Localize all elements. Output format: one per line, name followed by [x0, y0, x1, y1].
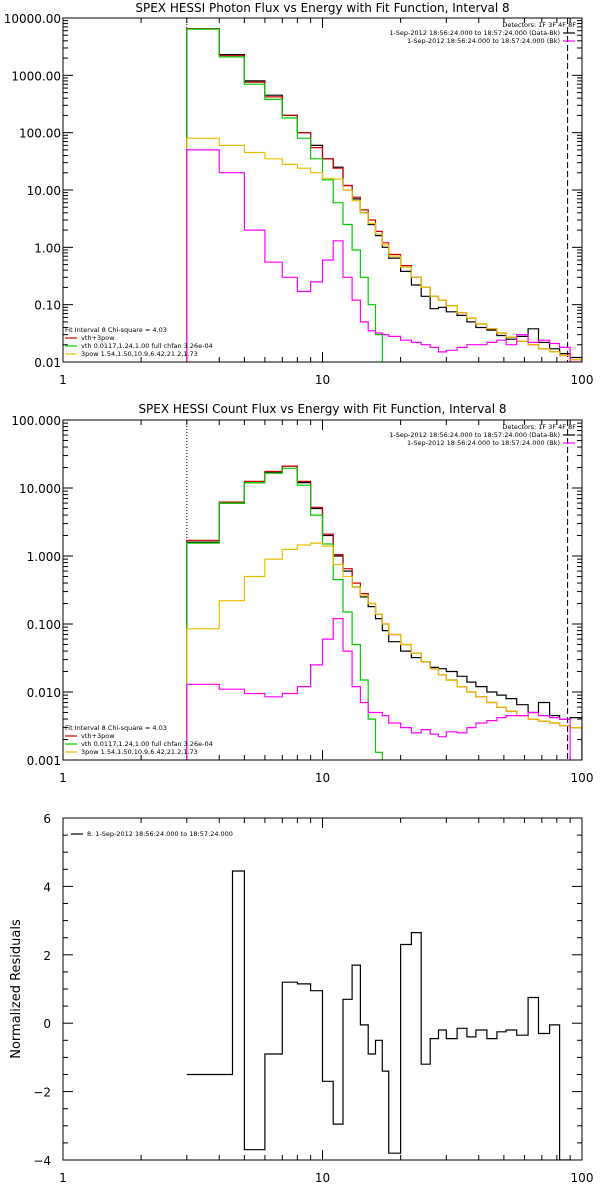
x-tick-label: 1	[59, 373, 67, 387]
chart-3: Normalized Residuals 1 10 100 −4 −2 0 2 4 6 8. 1-S…	[9, 812, 593, 1185]
x-tick-label: 100	[571, 771, 594, 785]
legend-fit-label: Fit Interval 8 Chi-square = 4.03	[65, 326, 167, 334]
plot-frame	[62, 817, 583, 1161]
y-axis-ticks	[63, 419, 582, 761]
series-data-bk	[186, 465, 582, 760]
y-tick-label: 0.010	[27, 686, 61, 700]
y-tick-label: −2	[33, 1086, 51, 1100]
y-tick-label: 1.00	[34, 241, 61, 255]
legend-entry-label: vth 0.0117,1.24,1.00 full chfan 3.26e-04	[81, 740, 213, 748]
y-tick-label: 1.000	[27, 550, 61, 564]
x-tick-label: 10	[315, 771, 330, 785]
y-tick-label: 0.01	[34, 356, 61, 370]
y-tick-label: 10000.00	[4, 12, 61, 26]
y-tick-label: 100.000	[11, 414, 61, 428]
legend-entry-label: 1-Sep-2012 18:56:24.000 to 18:57:24.000 …	[389, 29, 560, 37]
legend-entry-label: 1-Sep-2012 18:56:24.000 to 18:57:24.000 …	[407, 439, 560, 447]
y-tick-label: 6	[43, 812, 51, 826]
x-tick-label: 100	[571, 1171, 594, 1185]
legend-bottom: Fit Interval 8 Chi-square = 4.03vth+3pow…	[65, 724, 213, 756]
y-axis-ticks	[63, 17, 582, 363]
y-tick-label: 100.00	[19, 127, 61, 141]
x-axis-ticks	[62, 420, 583, 760]
chart-2: SPEX HESSI Count Flux vs Energy with Fit…	[11, 402, 593, 785]
chart-1: SPEX HESSI Photon Flux vs Energy with Fi…	[4, 1, 594, 387]
y-tick-label: 4	[43, 880, 51, 894]
legend-detectors: Detectors: 1F 3F 4F 8F	[502, 21, 576, 29]
series-vth	[186, 28, 383, 362]
plot-frame	[62, 17, 583, 363]
series-data-bk	[186, 28, 582, 362]
legend-entry-label: 8. 1-Sep-2012 18:56:24.000 to 18:57:24.0…	[87, 830, 233, 838]
legend: 8. 1-Sep-2012 18:56:24.000 to 18:57:24.0…	[71, 830, 233, 838]
legend-entry-label: 3pow 1.54,1.50,10.9,6.42,21.2,1.73	[81, 350, 198, 358]
series-bk	[186, 618, 571, 760]
series-8	[186, 870, 571, 1160]
y-tick-label: 10.000	[19, 482, 61, 496]
plot-frame	[62, 419, 583, 761]
y-tick-label: 0.001	[27, 754, 61, 768]
legend-entry-label: vth+3pow	[81, 334, 115, 342]
y-axis-ticks	[63, 817, 582, 1161]
legend-top: Detectors: 1F 3F 4F 8F1-Sep-2012 18:56:2…	[389, 423, 576, 447]
series-bk	[186, 149, 582, 362]
chart-title: SPEX HESSI Count Flux vs Energy with Fit…	[138, 402, 506, 416]
x-tick-label: 10	[315, 1171, 330, 1185]
legend-entry-label: vth 0.0117,1.24,1.00 full chfan 3.26e-04	[81, 342, 213, 350]
chart-title: SPEX HESSI Photon Flux vs Energy with Fi…	[135, 1, 509, 15]
legend-entry-label: 1-Sep-2012 18:56:24.000 to 18:57:24.000 …	[407, 37, 560, 45]
y-tick-label: 1000.00	[11, 69, 61, 83]
series-vth	[186, 467, 383, 760]
y-tick-label: 10.00	[27, 184, 61, 198]
legend-entry-label: vth+3pow	[81, 732, 115, 740]
series-vth-3pow	[186, 28, 582, 362]
legend-detectors: Detectors: 1F 3F 4F 8F	[502, 423, 576, 431]
legend-top: Detectors: 1F 3F 4F 8F1-Sep-2012 18:56:2…	[389, 21, 576, 45]
y-tick-label: 0	[43, 1017, 51, 1031]
y-tick-label: 0.100	[27, 618, 61, 632]
y-axis-label: Normalized Residuals	[9, 919, 24, 1059]
legend-entry-label: 1-Sep-2012 18:56:24.000 to 18:57:24.000 …	[389, 431, 560, 439]
x-axis-ticks	[62, 818, 583, 1160]
series-layer	[186, 870, 571, 1160]
x-tick-label: 1	[59, 1171, 67, 1185]
y-tick-label: 0.10	[34, 299, 61, 313]
legend-fit-label: Fit Interval 8 Chi-square = 4.03	[65, 724, 167, 732]
series-layer	[186, 465, 582, 760]
y-tick-label: −4	[33, 1154, 51, 1168]
x-tick-label: 10	[315, 373, 330, 387]
series-3pow	[186, 137, 582, 362]
series-layer	[186, 28, 582, 362]
series-3pow	[186, 542, 582, 760]
series-vth-3pow	[186, 465, 582, 760]
x-axis-ticks	[62, 18, 583, 362]
y-tick-label: 2	[43, 949, 51, 963]
legend-bottom: Fit Interval 8 Chi-square = 4.03vth+3pow…	[65, 326, 213, 358]
x-tick-label: 1	[59, 771, 67, 785]
legend-entry-label: 3pow 1.54,1.50,10.9,6.42,21.2,1.73	[81, 748, 198, 756]
x-tick-label: 100	[571, 373, 594, 387]
